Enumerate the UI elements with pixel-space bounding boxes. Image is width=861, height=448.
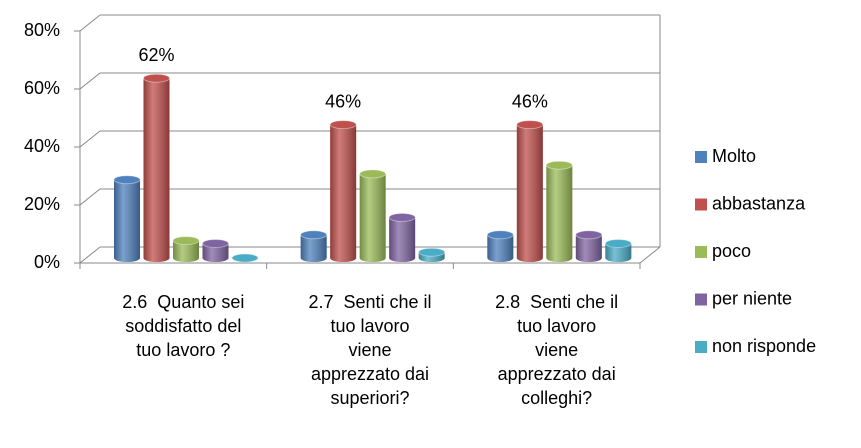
legend-label: per niente xyxy=(712,288,792,308)
bar-shade xyxy=(359,173,386,262)
bar-top xyxy=(329,120,357,130)
legend-label: abbastanza xyxy=(712,193,806,213)
bar-top xyxy=(202,239,229,248)
y-tick-label: 80% xyxy=(24,20,60,40)
data-label: 46% xyxy=(325,91,361,111)
grid-diagonal xyxy=(79,72,101,90)
bar-top xyxy=(359,169,387,179)
bar-shade xyxy=(173,240,199,262)
bar-top xyxy=(486,230,514,240)
bar-shade xyxy=(143,78,170,262)
bar-shade xyxy=(487,234,514,262)
x-tick-label: 2.6 Quanto sei soddisfatto del tuo lavor… xyxy=(122,292,245,360)
grid-diagonal xyxy=(79,246,101,264)
bar-shade xyxy=(114,179,140,262)
legend-label: poco xyxy=(712,241,751,261)
legend-swatch xyxy=(695,293,707,306)
bar-shade xyxy=(389,217,416,262)
bar-shade xyxy=(202,243,229,262)
bar-top xyxy=(113,175,141,185)
bar-top xyxy=(575,230,603,240)
bar-top xyxy=(388,212,416,222)
grid-diagonal xyxy=(79,188,101,206)
bar-top xyxy=(604,239,632,248)
data-label: 46% xyxy=(512,91,548,111)
y-tick-label: 0% xyxy=(34,252,60,272)
legend-swatch xyxy=(695,246,707,258)
bar-top xyxy=(516,120,544,130)
x-tick-label: 2.8 Senti che il tuo lavoro viene apprez… xyxy=(495,292,619,408)
data-label: 62% xyxy=(138,45,174,65)
bar-shade xyxy=(300,234,327,262)
bar-shade xyxy=(605,243,632,262)
bar-shade xyxy=(418,252,445,262)
x-tick-label: 2.7 Senti che il tuo lavoro viene apprez… xyxy=(308,292,432,408)
bar-shade xyxy=(546,165,573,262)
floor-edge xyxy=(639,246,661,264)
y-tick-label: 40% xyxy=(24,136,60,156)
bar-shade xyxy=(330,124,357,262)
y-tick-label: 60% xyxy=(24,78,60,98)
bar-top xyxy=(143,73,170,83)
y-tick-label: 20% xyxy=(24,194,60,214)
bar-top xyxy=(300,230,328,240)
bar-shade xyxy=(575,234,602,262)
legend-swatch xyxy=(695,198,707,211)
bar-top xyxy=(418,247,446,257)
bar-shade xyxy=(516,124,543,262)
legend-swatch xyxy=(695,151,707,163)
grid-diagonal xyxy=(79,130,101,148)
legend-label: non risponde xyxy=(712,336,816,356)
grid-diagonal xyxy=(79,14,101,32)
bar-top xyxy=(231,253,259,263)
legend-label: Molto xyxy=(712,146,756,166)
legend-swatch xyxy=(695,341,707,353)
bar-top xyxy=(172,236,200,246)
bar-top xyxy=(545,160,573,170)
